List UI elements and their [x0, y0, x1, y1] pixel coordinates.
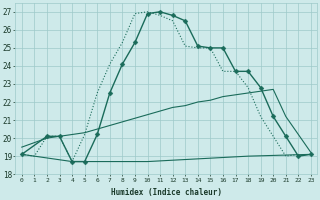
X-axis label: Humidex (Indice chaleur): Humidex (Indice chaleur) — [111, 188, 222, 197]
